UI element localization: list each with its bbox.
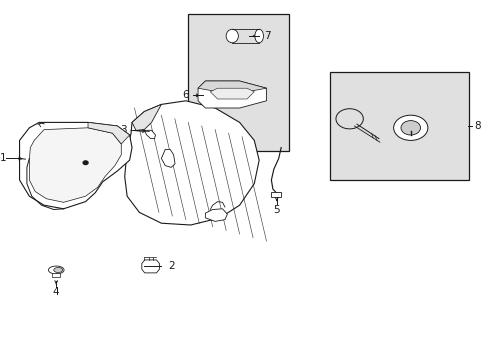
Polygon shape: [161, 149, 175, 167]
Bar: [329, 72, 468, 180]
Polygon shape: [124, 101, 259, 225]
Polygon shape: [198, 81, 266, 92]
Bar: [271, 192, 281, 197]
Polygon shape: [144, 130, 155, 139]
Bar: [52, 273, 60, 277]
Polygon shape: [205, 209, 227, 221]
Polygon shape: [142, 260, 159, 273]
Ellipse shape: [225, 29, 238, 43]
Polygon shape: [29, 128, 121, 202]
Text: 5: 5: [273, 204, 280, 215]
Text: 7: 7: [264, 31, 270, 41]
Circle shape: [83, 161, 88, 165]
Ellipse shape: [254, 29, 263, 43]
Polygon shape: [20, 122, 132, 209]
Text: 3: 3: [120, 125, 126, 135]
Ellipse shape: [54, 267, 62, 273]
Text: 8: 8: [473, 121, 480, 131]
Ellipse shape: [48, 266, 64, 274]
Polygon shape: [198, 81, 266, 108]
Text: 4: 4: [53, 287, 60, 297]
Polygon shape: [132, 104, 161, 130]
Text: 1: 1: [0, 153, 7, 163]
Text: 6: 6: [182, 90, 189, 100]
Polygon shape: [210, 88, 254, 99]
Bar: [188, 14, 288, 151]
Circle shape: [393, 115, 427, 140]
Text: 2: 2: [167, 261, 174, 271]
Polygon shape: [88, 122, 129, 144]
Circle shape: [400, 121, 420, 135]
